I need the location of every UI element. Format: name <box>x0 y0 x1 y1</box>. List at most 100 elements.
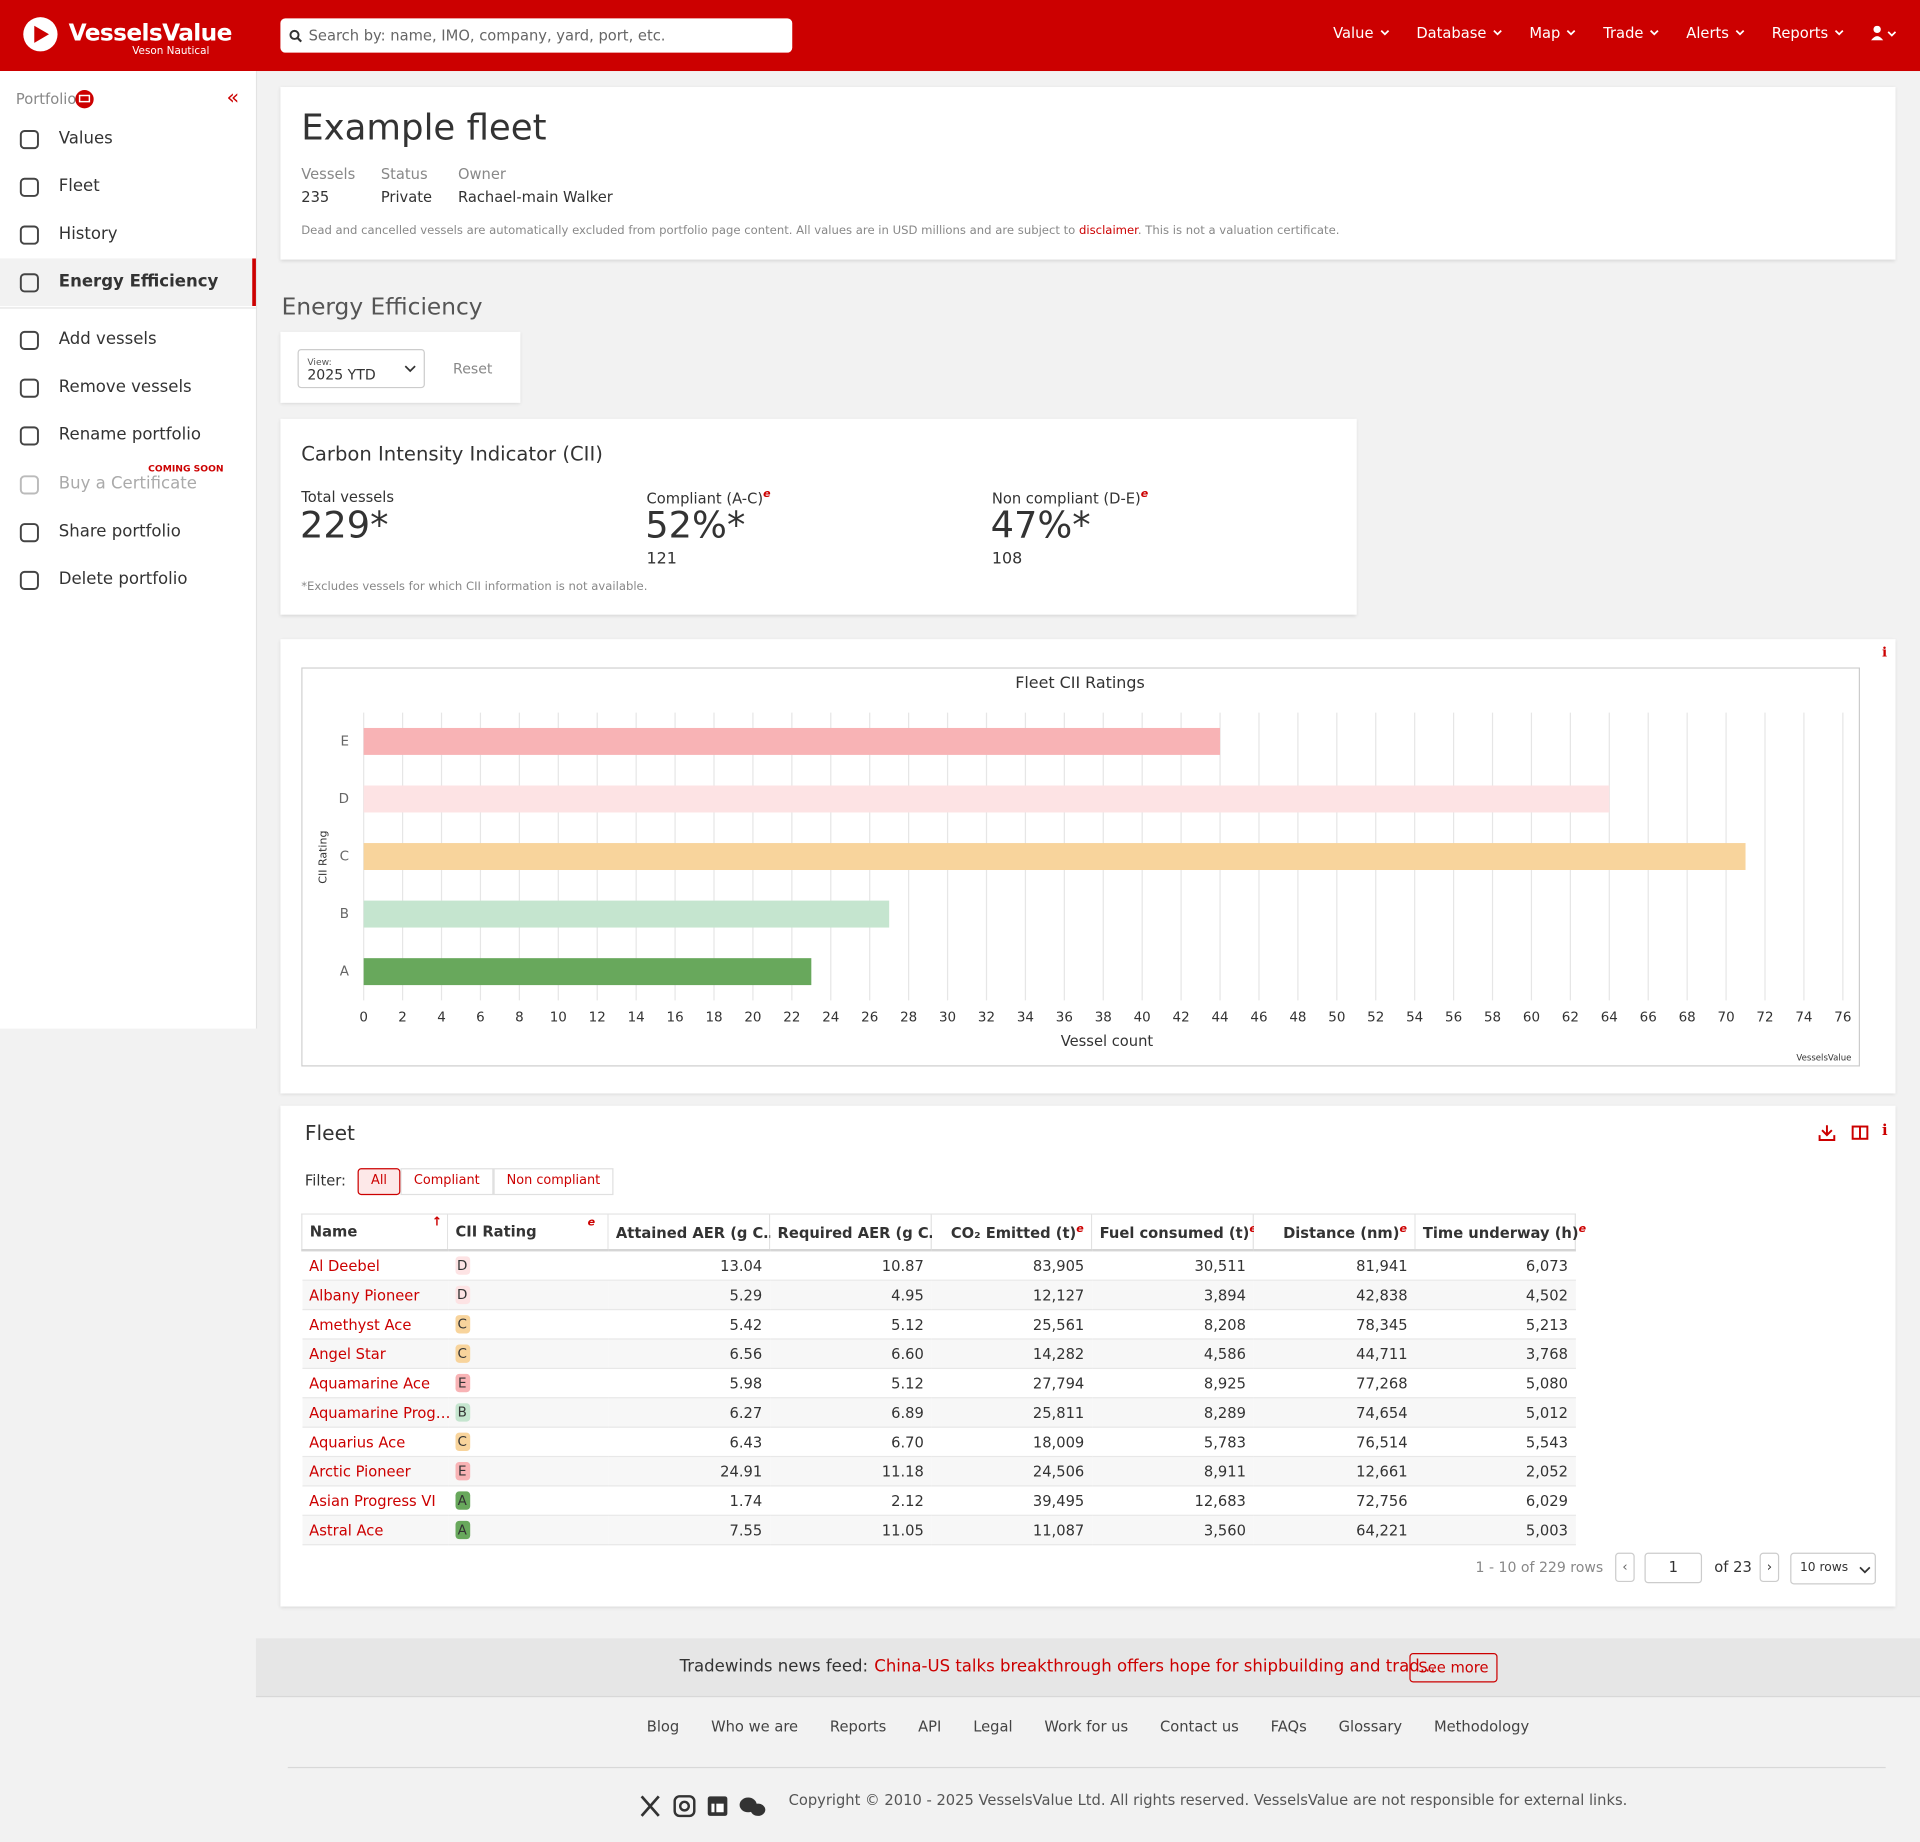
sidebar: Portfolio « Values Fleet History Energy Eff… <box>0 71 258 1029</box>
download-icon[interactable] <box>1817 1123 1837 1143</box>
nav-item[interactable]: Map <box>1529 24 1576 42</box>
x-tick-label: 28 <box>900 1011 917 1026</box>
column-header[interactable]: Fuel consumed (t)e <box>1091 1213 1257 1252</box>
column-label: Distance (nm) <box>1283 1223 1400 1242</box>
footer-link[interactable]: Methodology <box>1433 1717 1530 1736</box>
footer-link[interactable]: Contact us <box>1159 1717 1239 1736</box>
x-tick-label: 34 <box>1017 1011 1034 1026</box>
disclaimer-link[interactable]: disclaimer <box>1079 224 1138 238</box>
x-tick-label: 44 <box>1211 1011 1228 1026</box>
sidebar-action[interactable]: Add vessels <box>0 316 256 364</box>
sidebar-item[interactable]: Fleet <box>0 163 256 211</box>
view-value: 2025 YTD <box>307 366 376 384</box>
nav-item[interactable]: Alerts <box>1686 24 1745 42</box>
vessel-name[interactable]: Astral Ace <box>301 1515 448 1546</box>
sidebar-item[interactable]: Values <box>0 115 256 163</box>
sidebar-action[interactable]: Remove vessels <box>0 364 256 412</box>
vessel-name[interactable]: Amethyst Ace <box>301 1309 448 1340</box>
sidebar-item[interactable]: History <box>0 211 256 259</box>
x-tick-label: 8 <box>515 1011 524 1026</box>
footer-link[interactable]: FAQs <box>1270 1717 1307 1736</box>
search-box[interactable]: Search by: name, IMO, company, yard, por… <box>280 18 793 53</box>
collapse-button[interactable]: « <box>226 85 240 111</box>
nav-item[interactable]: Database <box>1416 24 1502 42</box>
x-tick-label: 58 <box>1484 1011 1501 1026</box>
sidebar-action[interactable]: Share portfolio <box>0 508 256 556</box>
vessel-name[interactable]: Aquamarine Ace <box>301 1368 448 1399</box>
vessel-name[interactable]: Arctic Pioneer <box>301 1456 448 1487</box>
sidebar-action[interactable]: Rename portfolio <box>0 412 256 460</box>
page-input[interactable]: 1 <box>1644 1552 1703 1584</box>
sidebar-action[interactable]: Delete portfolio <box>0 556 256 604</box>
column-header[interactable]: Name ↑ <box>301 1213 449 1252</box>
vessel-name[interactable]: Al Deebel <box>301 1250 448 1281</box>
sidebar-label: Values <box>58 128 113 149</box>
view-card: View: 2025 YTD Reset <box>280 331 521 403</box>
sidebar-label: Fleet <box>58 176 100 196</box>
nav-item[interactable]: Value <box>1333 24 1389 42</box>
y-axis-label: CII Rating <box>316 831 329 884</box>
sidebar-item[interactable]: Energy Efficiency <box>0 258 256 307</box>
footer-link[interactable]: Reports <box>829 1717 887 1736</box>
bar <box>363 843 1746 870</box>
footer-link[interactable]: Legal <box>973 1717 1013 1736</box>
sidebar-label: History <box>58 224 118 244</box>
column-header[interactable]: CO₂ Emitted (t)e <box>930 1213 1093 1252</box>
user-menu[interactable] <box>1871 24 1898 41</box>
column-header[interactable]: Time underway (h)e <box>1414 1213 1586 1252</box>
news-headline[interactable]: China-US talks breakthrough offers hope … <box>874 1656 1436 1677</box>
column-header[interactable]: Attained AER (g C…e <box>607 1213 786 1252</box>
x-axis-label: Vessel count <box>1061 1033 1154 1050</box>
footer-link[interactable]: API <box>918 1717 942 1736</box>
icon-shape <box>19 273 39 293</box>
nav-item[interactable]: Reports <box>1772 24 1844 42</box>
see-more-button[interactable]: See more <box>1409 1653 1498 1683</box>
sidebar-label: Energy Efficiency <box>58 271 219 292</box>
column-label: Attained AER (g C… <box>615 1223 779 1242</box>
x-tick-label: 20 <box>744 1011 761 1026</box>
table-cell: 8,208 <box>1091 1309 1254 1340</box>
footer-link[interactable]: Work for us <box>1044 1717 1129 1736</box>
nav-item[interactable]: Trade <box>1603 24 1659 42</box>
table-cell: 5,213 <box>1414 1309 1576 1340</box>
table-cell: 12,661 <box>1253 1456 1415 1487</box>
nav-label: Database <box>1416 24 1487 42</box>
rows-select[interactable]: 10 rows <box>1790 1552 1876 1585</box>
footer-link[interactable]: Who we are <box>711 1717 799 1736</box>
x-tick-label: 14 <box>628 1011 645 1026</box>
filter-button[interactable]: Non compliant <box>493 1168 614 1196</box>
cii-cell: C <box>447 1427 608 1458</box>
search-icon <box>289 29 303 43</box>
filter-button[interactable]: Compliant <box>400 1168 494 1196</box>
info-icon[interactable]: i <box>1882 644 1888 660</box>
meta-value: Private <box>380 188 433 206</box>
nav-label: Value <box>1333 24 1374 42</box>
footer-link[interactable]: Glossary <box>1338 1717 1403 1736</box>
vessel-name[interactable]: Angel Star <box>301 1338 448 1369</box>
column-label: Name <box>309 1223 358 1241</box>
column-header[interactable]: Required AER (g C…e <box>768 1213 951 1252</box>
view-select[interactable]: View: 2025 YTD <box>297 348 425 389</box>
brand[interactable]: VesselsValue <box>68 19 233 47</box>
info-icon[interactable]: i <box>1882 1121 1888 1139</box>
filter-button[interactable]: All <box>357 1168 401 1196</box>
vessel-name[interactable]: Albany Pioneer <box>301 1280 448 1311</box>
x-tick-label: 48 <box>1289 1011 1306 1026</box>
stat-label-text: Total vessels <box>301 488 395 506</box>
social-icons[interactable] <box>639 1794 771 1818</box>
column-header[interactable]: CII Rating e <box>446 1213 609 1252</box>
vessel-name[interactable]: Aquamarine Prog… <box>301 1397 450 1428</box>
table-row: Al Deebel D 13.04 10.87 83,905 30,511 81,941 6,… <box>301 1250 1576 1281</box>
prev-page[interactable]: ‹ <box>1615 1552 1635 1583</box>
item-icon <box>19 378 39 398</box>
columns-icon[interactable] <box>1850 1123 1870 1143</box>
reset-button[interactable]: Reset <box>453 360 493 378</box>
footer-link[interactable]: Blog <box>646 1717 680 1736</box>
column-header[interactable]: Distance (nm)e <box>1252 1213 1416 1252</box>
stat-label-text: Compliant (A-C) <box>646 489 764 507</box>
vessel-name[interactable]: Aquarius Ace <box>301 1427 448 1458</box>
next-page[interactable]: › <box>1759 1552 1780 1583</box>
vessel-name[interactable]: Asian Progress VI <box>301 1485 448 1516</box>
view-label: View: <box>307 356 332 368</box>
